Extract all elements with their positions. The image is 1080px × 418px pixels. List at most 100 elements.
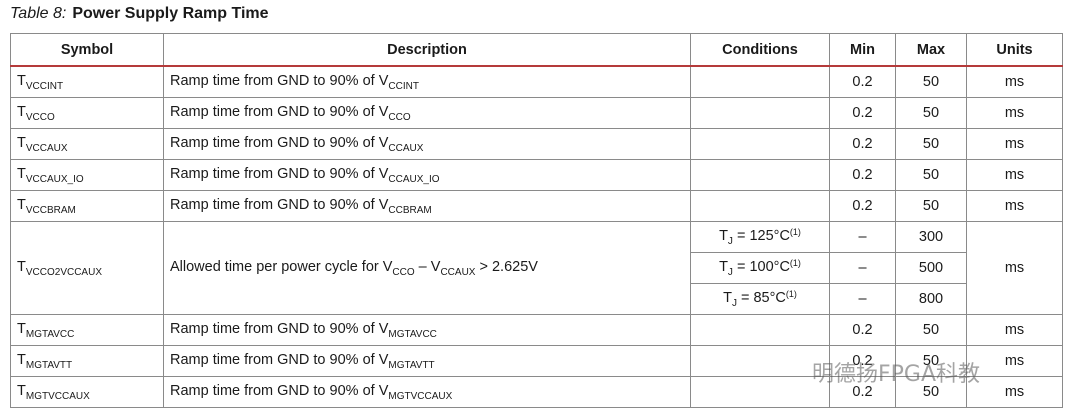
row: TVCCBRAM Ramp time from GND to 90% of VCC… (10, 190, 1063, 222)
text-part: Ramp time from GND to 90% of V (170, 351, 389, 368)
text-part: Ramp time from GND to 90% of V (170, 320, 389, 337)
text-part: J (727, 267, 733, 278)
text-part: CCBRAM (388, 204, 432, 216)
max-cell: 50 (895, 97, 967, 129)
column-header: Max (895, 33, 967, 67)
units-cell: ms (966, 376, 1063, 408)
text-part: VCCO2VCCAUX (25, 266, 102, 278)
text-part: T (17, 72, 26, 89)
text-part: T (17, 134, 26, 151)
text-part: T (17, 103, 26, 120)
table-title: Table 8: Power Supply Ramp Time (10, 5, 269, 23)
row: TVCCAUX Ramp time from GND to 90% of VCCA… (10, 128, 1063, 160)
max-cell: 50 (895, 190, 967, 222)
table-body: TVCCINT Ramp time from GND to 90% of VCCI… (10, 65, 1063, 408)
units-cell: ms (966, 314, 1063, 346)
min-cell: – (829, 221, 896, 253)
row: TVCCO Ramp time from GND to 90% of VCCO 0.… (10, 97, 1063, 129)
text-part: VCCAUX (25, 142, 68, 154)
symbol-cell: TVCCO2VCCAUX (10, 221, 164, 315)
text-part: > 2.625V (475, 258, 538, 275)
column-header: Min (829, 33, 896, 67)
min-cell: 0.2 (829, 65, 896, 98)
text-part: Ramp time from GND to 90% of V (170, 134, 389, 151)
text-part: – V (414, 258, 441, 275)
description-cell: Ramp time from GND to 90% of VCCAUX_IO (163, 159, 691, 191)
text-part: VCCO (25, 111, 55, 123)
max-cell: 500 (895, 252, 967, 284)
conditions-cell (690, 190, 830, 222)
text-part: (1) (789, 227, 801, 237)
text-part: Ramp time from GND to 90% of V (170, 196, 389, 213)
text-part: MGTVCCAUX (25, 390, 90, 402)
text-part: Ramp time from GND to 90% of V (170, 72, 389, 89)
text-part: T (17, 351, 26, 368)
table-label: Table 8: (10, 5, 67, 22)
units-cell: ms (966, 65, 1063, 98)
min-cell: – (829, 283, 896, 315)
symbol-cell: TVCCAUX (10, 128, 164, 160)
conditions-cell (690, 65, 830, 98)
conditions-cell: TJ = 125°C(1) (690, 221, 830, 253)
text-part: (1) (789, 258, 801, 268)
column-header: Conditions (690, 33, 830, 67)
text-part: = 85°C (736, 290, 786, 306)
min-cell: – (829, 252, 896, 284)
text-part: T (17, 258, 26, 275)
text-part: T (17, 320, 26, 337)
min-cell: 0.2 (829, 190, 896, 222)
text-part: VCCAUX_IO (25, 173, 84, 185)
text-part: Ramp time from GND to 90% of V (170, 103, 389, 120)
text-part: T (719, 259, 728, 275)
min-cell: 0.2 (829, 128, 896, 160)
text-part: T (17, 382, 26, 399)
conditions-cell: TJ = 100°C(1) (690, 252, 830, 284)
conditions-cell (690, 345, 830, 377)
column-header: Description (163, 33, 691, 67)
text-part: J (727, 236, 733, 247)
max-cell: 50 (895, 159, 967, 191)
conditions-cell (690, 97, 830, 129)
row: TVCCINT Ramp time from GND to 90% of VCCI… (10, 65, 1063, 98)
text-part: VCCBRAM (25, 204, 76, 216)
text-part: Ramp time from GND to 90% of V (170, 382, 389, 399)
symbol-cell: TMGTAVCC (10, 314, 164, 346)
symbol-cell: TVCCAUX_IO (10, 159, 164, 191)
symbol-cell: TMGTAVTT (10, 345, 164, 377)
units-cell: ms (966, 345, 1063, 377)
units-cell: ms (966, 190, 1063, 222)
description-cell: Ramp time from GND to 90% of VMGTAVCC (163, 314, 691, 346)
text-part: CCAUX (388, 142, 424, 154)
units-cell: ms (966, 97, 1063, 129)
text-part: J (731, 298, 737, 309)
description-cell: Ramp time from GND to 90% of VCCO (163, 97, 691, 129)
text-part: = 125°C (732, 228, 790, 244)
row: TVCCO2VCCAUX Allowed time per power cycle… (10, 221, 1063, 315)
description-cell: Ramp time from GND to 90% of VCCAUX (163, 128, 691, 160)
symbol-cell: TVCCINT (10, 65, 164, 98)
conditions-cell (690, 314, 830, 346)
text-part: CCAUX_IO (388, 173, 440, 185)
symbol-cell: TVCCO (10, 97, 164, 129)
watermark: 明德扬FPGA科教 (812, 362, 981, 387)
min-cell: 0.2 (829, 97, 896, 129)
column-header: Units (966, 33, 1063, 67)
text-part: MGTAVTT (25, 359, 73, 371)
text-part: T (723, 290, 732, 306)
row: TMGTVCCAUX Ramp time from GND to 90% of V… (10, 376, 1063, 408)
min-cell: 0.2 (829, 345, 896, 377)
text-part: MGTAVTT (388, 359, 435, 371)
text-part: T (17, 196, 26, 213)
max-cell: 50 (895, 314, 967, 346)
text-part: MGTAVCC (25, 328, 75, 340)
max-cell: 300 (895, 221, 967, 253)
description-cell: Ramp time from GND to 90% of VCCINT (163, 65, 691, 98)
min-cell: 0.2 (829, 314, 896, 346)
symbol-cell: TMGTVCCAUX (10, 376, 164, 408)
text-part: CCO (388, 111, 411, 123)
text-part: (1) (785, 289, 797, 299)
row: TMGTAVCC Ramp time from GND to 90% of VMG… (10, 314, 1063, 346)
max-cell: 50 (895, 128, 967, 160)
min-cell: 0.2 (829, 376, 896, 408)
